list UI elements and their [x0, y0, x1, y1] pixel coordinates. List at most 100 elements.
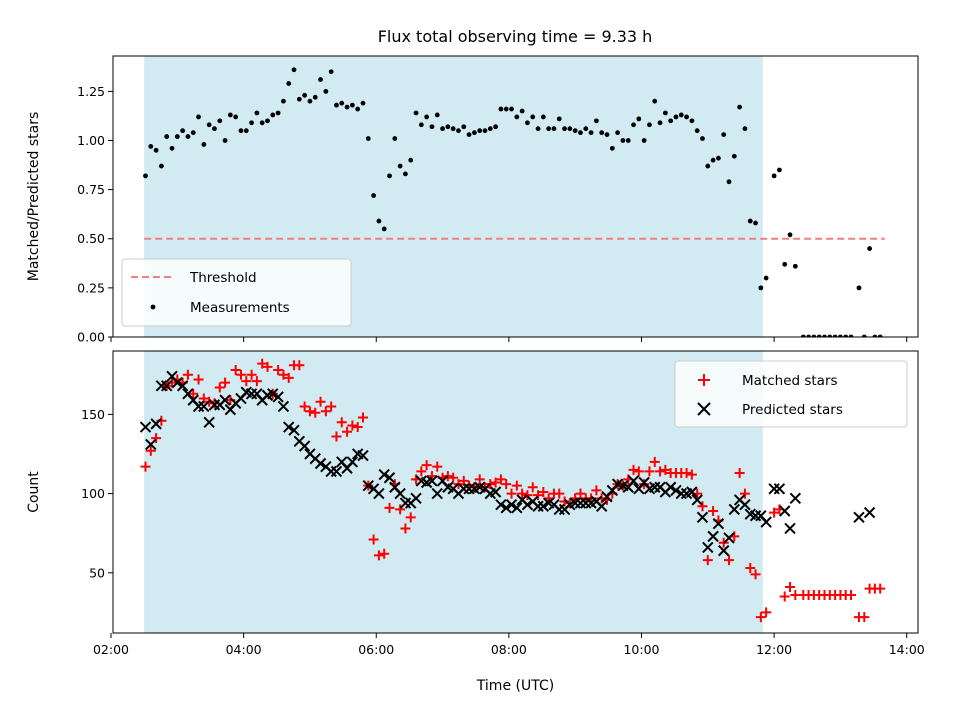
legend-matched-swatch — [698, 374, 710, 386]
measurement-point — [190, 130, 196, 136]
measurement-point — [530, 114, 536, 120]
measurement-point — [726, 179, 732, 185]
matched-star-point — [357, 412, 368, 423]
legend-threshold-label: Threshold — [189, 270, 257, 286]
matched-star-point — [649, 456, 660, 467]
measurement-point — [689, 118, 695, 124]
measurement-point — [424, 114, 430, 120]
matched-star-point — [193, 374, 204, 385]
predicted-star-point — [362, 479, 374, 492]
matched-star-point — [490, 477, 501, 488]
measurement-point — [418, 122, 424, 128]
measurement-point — [302, 92, 308, 98]
measurement-point — [286, 81, 292, 86]
measurement-point — [657, 120, 663, 126]
measurement-point — [227, 112, 233, 118]
matched-star-point — [342, 426, 353, 437]
matched-star-point — [655, 466, 666, 477]
predicted-star-point — [664, 481, 677, 493]
measurement-point — [641, 138, 647, 143]
predicted-star-point — [272, 391, 284, 403]
legend-box — [121, 258, 352, 327]
measurement-point — [376, 218, 382, 224]
measurement-point — [694, 128, 700, 134]
measurement-point — [233, 114, 239, 120]
measurement-point — [710, 157, 716, 163]
measurement-point — [843, 334, 849, 337]
measurement-point — [323, 88, 329, 94]
measurement-point — [599, 130, 605, 136]
x-tick-label: 10:00 — [623, 642, 659, 657]
measurement-point — [647, 122, 652, 128]
measurement-point — [771, 173, 777, 179]
matched-star-point — [522, 490, 533, 501]
measurement-point — [201, 142, 207, 147]
measurement-point — [782, 261, 788, 267]
measurement-point — [408, 157, 414, 163]
matched-star-point — [495, 474, 506, 485]
measurement-point — [365, 136, 371, 141]
measurement-point — [551, 126, 557, 132]
measurement-point — [180, 128, 186, 134]
matched-star-point — [533, 490, 544, 501]
predicted-star-point — [394, 487, 406, 500]
predicted-star-point — [495, 498, 507, 511]
measurement-point — [291, 67, 297, 73]
matched-star-point — [846, 589, 857, 600]
matched-star-point — [708, 506, 719, 517]
measurement-point — [546, 126, 552, 132]
predicted-star-point — [707, 530, 719, 543]
measurement-point — [503, 106, 509, 112]
predicted-star-point — [670, 484, 682, 497]
measurement-point — [403, 171, 408, 177]
bottom-panel: 50 100 150 02:00 04:00 06:00 08:00 10:00 12:00 14… — [26, 350, 925, 694]
measurement-point — [387, 173, 392, 179]
measurement-point — [360, 100, 366, 106]
matched-star-point — [479, 482, 490, 493]
measurement-point — [620, 138, 626, 143]
predicted-star-point — [702, 541, 714, 554]
measurement-point — [349, 102, 355, 108]
measurement-point — [631, 122, 636, 128]
measurement-point — [609, 145, 615, 151]
matched-star-point — [432, 461, 443, 472]
measurement-point — [466, 132, 472, 138]
measurement-point — [307, 98, 313, 104]
matched-star-point — [639, 479, 650, 490]
measurement-point — [519, 108, 525, 114]
top-panel: 0.00 0.25 0.50 0.75 1.00 1.25 Matched/Predicte… — [26, 55, 919, 345]
measurement-point — [662, 110, 668, 116]
predicted-star-point — [267, 388, 279, 400]
matched-star-point — [442, 471, 453, 482]
matched-star-point — [294, 360, 305, 371]
measurement-point — [540, 114, 546, 120]
matched-star-point — [373, 550, 384, 561]
y-tick-label: 100 — [81, 486, 105, 501]
predicted-star-point — [161, 380, 173, 392]
measurement-point — [249, 120, 254, 126]
series-matched-stars — [140, 358, 886, 623]
measurement-point — [758, 285, 764, 291]
measurement-point — [381, 226, 387, 232]
measurement-point — [493, 124, 499, 130]
predicted-star-point — [431, 487, 443, 500]
measurement-point — [392, 136, 398, 141]
measurement-point — [556, 116, 562, 122]
y-tick-label: 0.50 — [77, 231, 105, 246]
measurement-point — [498, 106, 504, 112]
measurement-point — [222, 138, 228, 143]
measurement-point — [471, 130, 477, 136]
matched-star-point — [779, 591, 790, 602]
predicted-star-point — [760, 516, 772, 528]
matched-star-point — [453, 479, 464, 490]
matched-star-point — [575, 488, 586, 499]
matched-star-point — [379, 548, 390, 559]
measurement-point — [737, 104, 743, 110]
matched-star-point — [315, 396, 326, 407]
matched-star-point — [875, 583, 886, 594]
matched-star-point — [426, 471, 437, 482]
matched-star-point — [755, 612, 766, 623]
predicted-star-point — [277, 400, 290, 413]
measurement-point — [212, 126, 217, 132]
